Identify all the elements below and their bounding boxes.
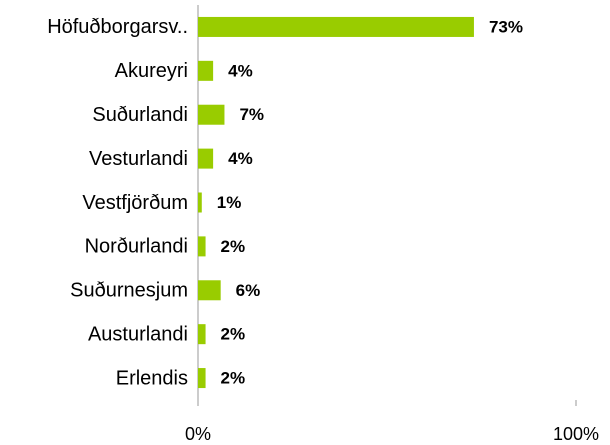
value-label: 4% [228,149,253,168]
bar [198,280,221,301]
value-label: 2% [221,369,246,388]
category-label: Suðurlandi [92,104,188,126]
category-label: Vesturlandi [89,148,188,170]
bar [198,368,206,389]
value-label: 2% [221,237,246,256]
bar [198,16,474,37]
x-tick-label: 100% [553,424,599,444]
bar [198,192,202,213]
value-label: 4% [228,61,253,80]
bar [198,324,206,345]
bar [198,60,214,81]
category-label: Austurlandi [88,323,188,345]
category-label: Vestfjörðum [82,192,188,214]
bar [198,236,206,257]
category-label: Höfuðborgarsv.. [47,16,188,38]
bar [198,148,214,169]
value-label: 7% [239,105,264,124]
category-label: Suðurnesjum [70,280,188,302]
value-label: 6% [236,281,261,300]
category-label: Norðurlandi [85,236,188,258]
value-label: 73% [489,17,523,36]
value-label: 2% [221,325,246,344]
x-tick-label: 0% [185,424,211,444]
category-label: Akureyri [115,60,188,82]
value-label: 1% [217,193,242,212]
category-label: Erlendis [116,367,188,389]
bar [198,104,225,125]
